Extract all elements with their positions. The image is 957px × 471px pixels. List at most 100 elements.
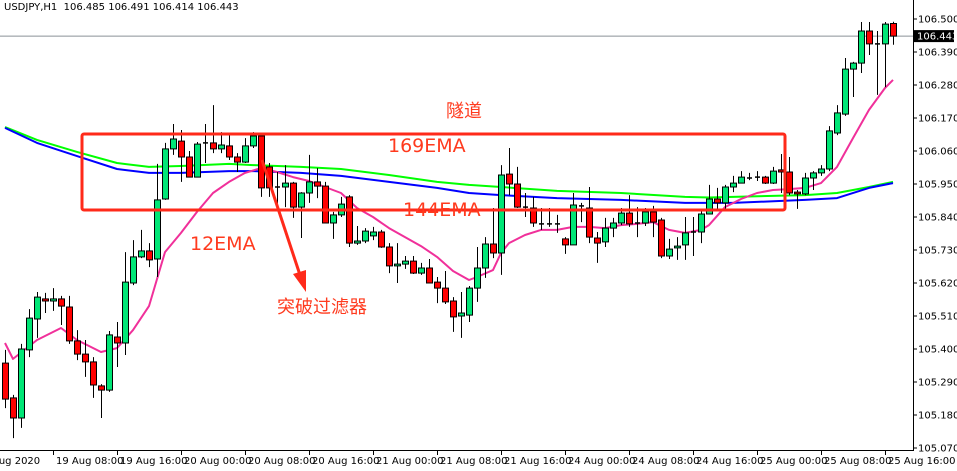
candle xyxy=(418,262,425,275)
candle-body xyxy=(314,181,321,187)
candle xyxy=(810,171,817,190)
candle-body xyxy=(530,207,537,224)
candle-body xyxy=(682,232,689,246)
ema12-line xyxy=(4,79,894,360)
candle xyxy=(130,240,137,286)
candle xyxy=(58,295,65,325)
price-tick-label: 105.950 xyxy=(918,180,957,191)
price-tick-label: 106.170 xyxy=(918,114,957,125)
candle-body xyxy=(146,250,153,261)
candle xyxy=(434,277,441,304)
candle xyxy=(42,292,49,313)
candle xyxy=(635,207,640,238)
candle xyxy=(426,259,433,284)
price-tick-label: 105.620 xyxy=(918,279,957,290)
plot-area xyxy=(0,21,913,439)
candle-body xyxy=(362,230,369,242)
candle-body xyxy=(90,361,97,386)
ohlc-high: 106.491 xyxy=(108,2,150,13)
candle-body xyxy=(290,182,297,208)
ema169-label: 169EMA xyxy=(388,135,466,157)
candle-body xyxy=(434,281,441,289)
price-tick-label: 105.180 xyxy=(918,411,957,422)
symbol-label: USDJPY,H1 xyxy=(4,2,58,13)
candle xyxy=(530,196,537,227)
candle xyxy=(74,330,81,361)
time-tick-label: 25 Aug 16:00 xyxy=(888,456,955,467)
candle-body xyxy=(810,172,817,179)
candle-body xyxy=(394,263,401,267)
candle-body xyxy=(306,181,313,194)
candle xyxy=(482,237,489,278)
candle-body xyxy=(650,211,657,223)
candle-body xyxy=(242,145,249,163)
candle xyxy=(490,208,497,259)
candle xyxy=(514,166,521,208)
time-tick-label: 19 Aug 08:00 xyxy=(56,456,123,467)
candle-body xyxy=(122,281,129,344)
candle xyxy=(402,256,409,269)
candle-body xyxy=(194,143,201,178)
candle xyxy=(34,292,41,338)
candle-body xyxy=(594,237,601,244)
candle xyxy=(90,357,97,398)
candle xyxy=(474,247,481,302)
candle-body xyxy=(114,336,121,344)
arrow-shaft xyxy=(260,159,302,276)
candle-body xyxy=(698,213,705,233)
candle-body xyxy=(410,260,417,274)
candle xyxy=(506,148,513,196)
candle xyxy=(579,202,584,223)
candle-body xyxy=(250,135,257,147)
candle-body xyxy=(770,170,777,184)
candle xyxy=(539,208,544,230)
candle xyxy=(2,349,9,409)
candle xyxy=(714,187,721,209)
candle-body xyxy=(66,306,73,342)
time-tick-label: Aug 2020 xyxy=(0,456,40,467)
candle-body xyxy=(802,177,809,195)
candle xyxy=(442,271,449,304)
candle-body xyxy=(354,240,361,244)
candle-body xyxy=(866,30,873,45)
candle xyxy=(275,172,280,208)
candle-body xyxy=(82,353,89,363)
candle xyxy=(370,226,377,241)
ohlc-close: 106.443 xyxy=(197,2,239,13)
candle xyxy=(18,343,25,428)
candle-body xyxy=(458,312,465,317)
time-tick-label: 25 Aug 08:00 xyxy=(824,456,891,467)
candle-body xyxy=(826,130,833,170)
time-tick-label: 21 Aug 00:00 xyxy=(376,456,443,467)
candle-body xyxy=(98,385,105,391)
candle-body xyxy=(834,112,841,134)
time-tick-label: 20 Aug 08:00 xyxy=(248,456,315,467)
time-tick-label: 25 Aug 00:00 xyxy=(760,456,827,467)
time-tick-label: 21 Aug 16:00 xyxy=(504,456,571,467)
candle xyxy=(498,165,505,275)
chart-header: USDJPY,H1 106.485 106.491 106.414 106.44… xyxy=(4,2,239,13)
candle xyxy=(178,130,185,182)
candle xyxy=(170,124,177,155)
candle xyxy=(234,153,241,172)
price-tick-label: 105.510 xyxy=(918,312,957,323)
candle-body xyxy=(858,30,865,64)
candle xyxy=(242,138,249,163)
candle xyxy=(378,229,385,248)
current-price-label: 106.443 xyxy=(917,32,957,43)
candle-body xyxy=(74,340,81,355)
candle xyxy=(322,181,329,224)
candle xyxy=(610,217,617,238)
candle xyxy=(114,322,121,367)
candle-body xyxy=(562,238,569,246)
candle xyxy=(26,309,33,358)
candle xyxy=(354,226,361,245)
candle xyxy=(762,175,769,184)
candle-body xyxy=(322,185,329,224)
candle xyxy=(682,217,689,260)
ema169-line xyxy=(4,126,894,199)
candle xyxy=(674,237,681,260)
candle-body xyxy=(426,267,433,284)
candle-body xyxy=(226,145,233,158)
